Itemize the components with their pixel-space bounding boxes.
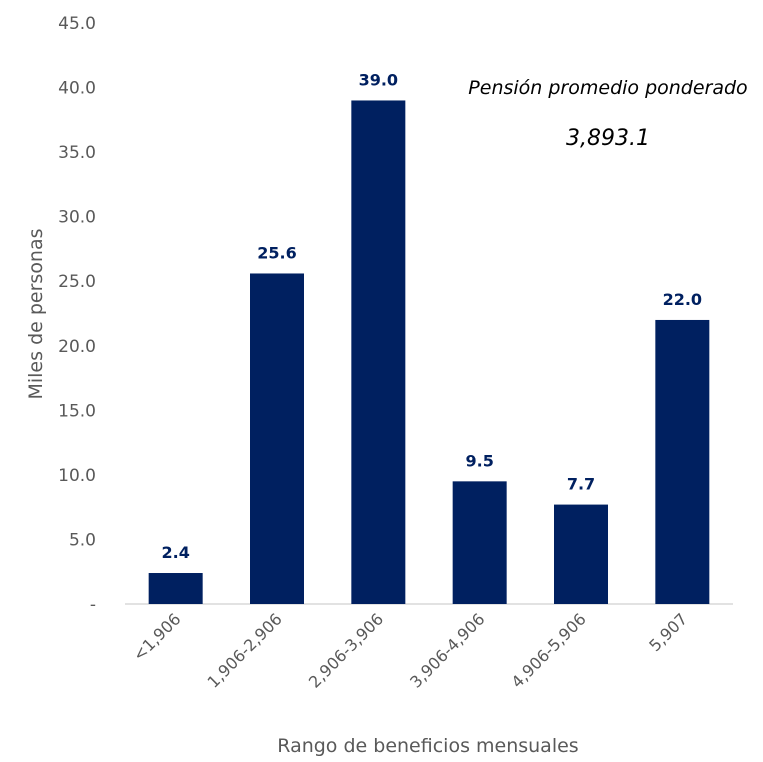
data-label: 25.6 — [257, 243, 296, 262]
data-label: 22.0 — [663, 290, 702, 309]
bars — [148, 100, 710, 604]
y-axis-title: Miles de personas — [25, 228, 47, 399]
annotation-title: Pensión promedio ponderado — [468, 77, 747, 99]
x-axis-ticks: <1,906 1,906-2,906 2,906-3,906 3,906-4,906 4… — [129, 609, 691, 691]
data-label: 2.4 — [161, 543, 189, 562]
x-tick-label: 3,906-4,906 — [406, 609, 488, 691]
bar — [250, 273, 304, 604]
x-tick-label: 4,906-5,906 — [508, 609, 590, 691]
x-axis-title: Rango de beneficios mensuales — [277, 735, 578, 757]
bar — [351, 100, 406, 604]
y-tick-label: - — [90, 595, 96, 615]
y-axis-ticks: - 5.0 10.0 15.0 20.0 25.0 30.0 35.0 40.0 45.0 — [58, 14, 96, 615]
x-tick-label: 5,907 — [645, 609, 691, 655]
data-labels: 2.4 25.6 39.0 9.5 7.7 22.0 — [161, 70, 702, 562]
y-tick-label: 40.0 — [58, 79, 96, 99]
bar — [148, 573, 203, 604]
y-tick-label: 25.0 — [58, 272, 96, 292]
data-label: 39.0 — [359, 70, 398, 89]
data-label: 7.7 — [567, 475, 595, 494]
x-tick-label: <1,906 — [129, 609, 184, 664]
x-tick-label: 1,906-2,906 — [204, 609, 286, 691]
y-tick-label: 30.0 — [58, 208, 96, 228]
y-tick-label: 5.0 — [69, 530, 96, 550]
y-tick-label: 15.0 — [58, 401, 96, 421]
annotation-value: 3,893.1 — [566, 126, 650, 151]
bar — [554, 504, 608, 604]
bar — [655, 319, 710, 604]
x-tick-label: 2,906-3,906 — [305, 609, 387, 691]
y-tick-label: 10.0 — [58, 466, 96, 486]
bar — [452, 481, 507, 604]
y-tick-label: 45.0 — [58, 14, 96, 34]
y-tick-label: 35.0 — [58, 143, 96, 163]
y-tick-label: 20.0 — [58, 337, 96, 357]
data-label: 9.5 — [465, 451, 493, 470]
